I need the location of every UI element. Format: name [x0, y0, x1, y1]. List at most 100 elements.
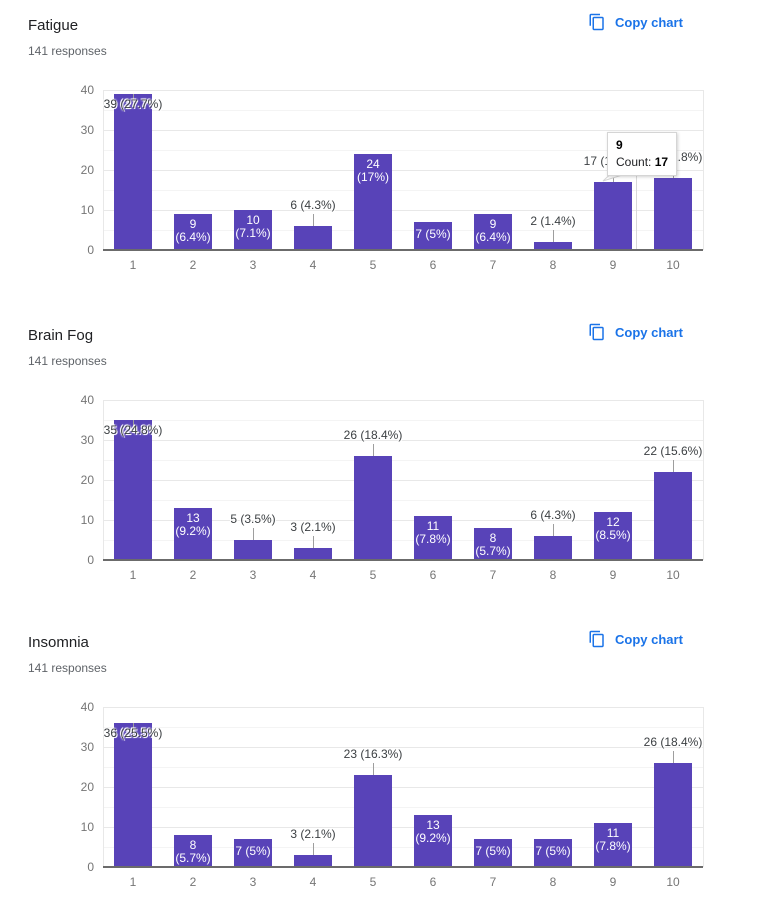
chart-tooltip: 9 Count: 17: [607, 132, 678, 176]
gridline: [103, 480, 703, 481]
bar-value-label: 12 (8.5%): [595, 515, 631, 542]
x-axis-tick: 1: [129, 875, 137, 889]
copy-chart-button[interactable]: Copy chart: [588, 630, 683, 648]
x-axis-tick: 2: [189, 568, 197, 582]
responses-count: 141 responses: [28, 44, 107, 58]
gridline: [103, 460, 703, 461]
x-axis-tick: 7: [489, 258, 497, 272]
bar-value-label: 7 (5%): [535, 844, 571, 858]
bar-7[interactable]: [474, 528, 512, 560]
y-axis-tick: 20: [80, 163, 94, 177]
bar-value-label: 22 (15.6%): [643, 444, 703, 458]
chart-title: Insomnia: [28, 634, 89, 651]
x-axis-tick: 7: [489, 568, 497, 582]
bar-chart-plot: 0 10 20 30 40 35 (24.8%) 1 13 (9.2%) 2 5 (3.5%) 3 3 …: [0, 310, 762, 612]
gridline: [103, 90, 703, 91]
gridline: [103, 767, 703, 768]
label-stem: [313, 536, 314, 548]
plot-border: [103, 400, 104, 560]
bar-5[interactable]: [354, 456, 392, 560]
y-axis-tick: 20: [80, 780, 94, 794]
bar-value-label: 11 (7.8%): [415, 519, 451, 546]
bar-8[interactable]: [534, 839, 572, 867]
x-axis-line: [103, 866, 703, 868]
x-axis-tick: 8: [549, 875, 557, 889]
y-axis-tick: 40: [80, 393, 94, 407]
copy-icon: [589, 13, 604, 31]
gridline: [103, 440, 703, 441]
bar-7[interactable]: [474, 214, 512, 250]
bar-5[interactable]: [354, 775, 392, 867]
y-axis-tick: 10: [80, 203, 94, 217]
bar-9[interactable]: [594, 512, 632, 560]
bar-10[interactable]: [654, 178, 692, 250]
gridline: [103, 400, 703, 401]
label-stem: [553, 230, 554, 242]
tooltip-guide-line: [636, 170, 637, 249]
copy-icon: [589, 323, 604, 341]
bar-value-label: 11 (7.8%): [595, 826, 631, 853]
bar-3[interactable]: [234, 839, 272, 867]
bar-value-label: 26 (18.4%): [643, 735, 703, 749]
copy-chart-button[interactable]: Copy chart: [588, 323, 683, 341]
label-stem: [133, 723, 134, 736]
x-axis-tick: 9: [609, 875, 617, 889]
tooltip-category: 9: [616, 138, 623, 152]
bar-9[interactable]: [594, 182, 632, 250]
responses-count: 141 responses: [28, 354, 107, 368]
bar-6[interactable]: [414, 815, 452, 867]
bar-value-label: 8 (5.7%): [175, 838, 211, 865]
x-axis-tick: 10: [666, 258, 680, 272]
gridline: [103, 747, 703, 748]
bar-1[interactable]: [114, 723, 152, 867]
bar-2[interactable]: [174, 508, 212, 560]
y-axis-tick: 40: [80, 700, 94, 714]
tooltip-count: Count: 17: [616, 155, 669, 169]
copy-chart-label: Copy chart: [615, 14, 683, 30]
gridline: [103, 787, 703, 788]
bar-value-label: 2 (1.4%): [530, 214, 576, 228]
x-axis-tick: 1: [129, 568, 137, 582]
gridline: [103, 230, 703, 231]
bar-2[interactable]: [174, 835, 212, 867]
copy-chart-button[interactable]: Copy chart: [588, 13, 683, 31]
x-axis-tick: 5: [369, 258, 377, 272]
bar-8[interactable]: [534, 536, 572, 560]
bar-4[interactable]: [294, 855, 332, 867]
bar-4[interactable]: [294, 548, 332, 560]
bar-3[interactable]: [234, 540, 272, 560]
bar-value-label: 39 (27.7%): [103, 97, 163, 111]
label-stem: [133, 94, 134, 107]
bar-1[interactable]: [114, 420, 152, 560]
bar-value-label: 24 (17%): [356, 157, 390, 184]
x-axis-tick: 8: [549, 258, 557, 272]
x-axis-tick: 7: [489, 875, 497, 889]
bar-5[interactable]: [354, 154, 392, 250]
bar-3[interactable]: [234, 210, 272, 250]
bar-10[interactable]: [654, 472, 692, 560]
x-axis-tick: 3: [249, 568, 257, 582]
bar-1[interactable]: [114, 94, 152, 250]
bar-value-label: 5 (3.5%): [230, 512, 276, 526]
x-axis-tick: 5: [369, 875, 377, 889]
bar-chart-plot: 0 10 20 30 40 36 (25.5%) 1 8 (5.7%) 2 7 (5%) 3 3 (2.…: [0, 617, 762, 919]
x-axis-line: [103, 559, 703, 561]
x-axis-tick: 3: [249, 258, 257, 272]
bar-4[interactable]: [294, 226, 332, 250]
x-axis-tick: 9: [609, 258, 617, 272]
bar-2[interactable]: [174, 214, 212, 250]
bar-value-label: 3 (2.1%): [290, 827, 336, 841]
bar-8[interactable]: [534, 242, 572, 250]
bar-6[interactable]: [414, 516, 452, 560]
label-stem: [253, 528, 254, 540]
chart-title: Fatigue: [28, 17, 79, 34]
bar-10[interactable]: [654, 763, 692, 867]
bar-7[interactable]: [474, 839, 512, 867]
bar-6[interactable]: [414, 222, 452, 250]
bar-9[interactable]: [594, 823, 632, 867]
x-axis-tick: 5: [369, 568, 377, 582]
x-axis-tick: 1: [129, 258, 137, 272]
x-axis-tick: 10: [666, 875, 680, 889]
y-axis-tick: 0: [87, 860, 94, 874]
bar-value-label: 26 (18.4%): [343, 428, 403, 442]
